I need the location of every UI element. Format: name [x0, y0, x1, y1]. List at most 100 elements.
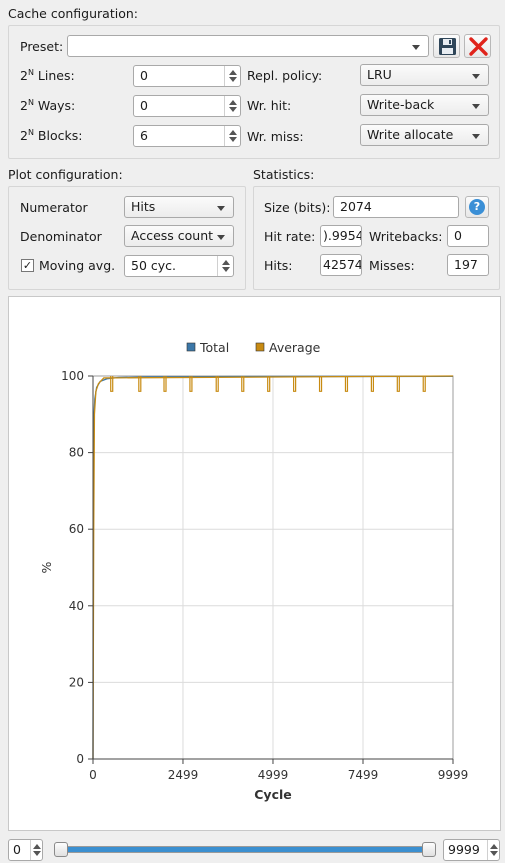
lines-spinbox[interactable]: 0 — [133, 65, 241, 87]
denominator-label: Denominator — [20, 229, 102, 244]
preset-select[interactable] — [67, 35, 429, 57]
repl-policy-label: Repl. policy: — [247, 68, 323, 83]
average-dip — [370, 376, 374, 392]
range-end-handle[interactable] — [422, 842, 436, 857]
pow-sup: N — [27, 68, 34, 77]
legend-swatch — [255, 342, 265, 352]
average-dip — [189, 376, 193, 392]
spin-arrows[interactable] — [487, 840, 499, 860]
x-tick-label: 9999 — [438, 768, 469, 782]
average-dip — [318, 376, 323, 392]
range-slider-fill — [62, 847, 430, 852]
range-start-handle[interactable] — [54, 842, 68, 857]
delete-preset-button[interactable] — [464, 34, 491, 58]
preset-label: Preset: — [20, 39, 64, 54]
y-tick-label: 20 — [69, 675, 84, 689]
denominator-select[interactable]: Access count — [124, 225, 234, 247]
writebacks-label: Writebacks: — [369, 229, 443, 244]
save-preset-button[interactable] — [433, 34, 460, 58]
moving-avg-checkbox[interactable]: ✓ — [21, 259, 34, 272]
blocks-label-text: Blocks: — [37, 128, 83, 144]
blocks-value: 6 — [140, 128, 148, 143]
chart-series — [92, 375, 454, 760]
writebacks-field[interactable]: 0 — [447, 225, 489, 247]
range-slider-track[interactable] — [54, 846, 436, 853]
average-dip — [215, 376, 219, 392]
x-tick-label: 7499 — [348, 768, 379, 782]
misses-field[interactable]: 197 — [447, 254, 489, 276]
legend-swatch — [186, 342, 196, 352]
plot-area: 0 2499 4999 7499 9999 0 20 40 60 80 100 Cycle% Tota… — [8, 296, 501, 831]
range-max-spinbox[interactable]: 9999 — [443, 839, 500, 861]
moving-avg-spinbox[interactable]: 50 cyc. — [124, 255, 234, 277]
spin-arrows[interactable] — [224, 126, 240, 146]
average-dip — [110, 376, 114, 392]
chevron-down-icon — [472, 134, 480, 139]
y-tick-label: 80 — [69, 446, 84, 460]
x-tick-label: 4999 — [258, 768, 289, 782]
chevron-down-icon — [217, 206, 225, 211]
numerator-value: Hits — [131, 199, 156, 214]
average-dip — [241, 376, 245, 392]
spin-arrows[interactable] — [224, 96, 240, 116]
denominator-value: Access count — [131, 228, 214, 243]
chevron-down-icon — [217, 235, 225, 240]
legend-label: Average — [269, 340, 321, 355]
help-button[interactable]: ? — [465, 196, 489, 218]
average-dip — [422, 376, 426, 392]
x-tick-label: 0 — [89, 768, 97, 782]
plot-config-title: Plot configuration: — [8, 167, 123, 182]
delete-icon — [469, 37, 488, 56]
moving-avg-value: 50 cyc. — [131, 258, 176, 273]
average-dip — [396, 376, 400, 392]
spin-arrows[interactable] — [217, 256, 233, 276]
pow-base: 2 — [20, 128, 28, 144]
misses-label: Misses: — [369, 258, 415, 273]
spin-arrows[interactable] — [30, 840, 42, 860]
repl-policy-value: LRU — [367, 67, 392, 82]
x-axis-label: Cycle — [254, 787, 292, 802]
wr-hit-select[interactable]: Write-back — [360, 94, 489, 116]
average-dip — [293, 376, 297, 392]
help-icon: ? — [469, 199, 485, 215]
spin-arrows[interactable] — [224, 66, 240, 86]
pow-sup: N — [27, 98, 34, 107]
chart-grid — [92, 375, 454, 760]
size-bits-label: Size (bits): — [264, 200, 331, 215]
lines-value: 0 — [140, 68, 148, 83]
chart-axes: 0 2499 4999 7499 9999 0 20 40 60 80 100 Cycle% — [39, 369, 468, 802]
numerator-select[interactable]: Hits — [124, 196, 234, 218]
blocks-spinbox[interactable]: 6 — [133, 125, 241, 147]
hit-rate-label: Hit rate: — [264, 229, 316, 244]
pow-base: 2 — [20, 68, 28, 84]
wr-hit-value: Write-back — [367, 97, 435, 112]
pow-base: 2 — [20, 98, 28, 114]
range-min-spinbox[interactable]: 0 — [8, 839, 43, 861]
average-dip — [163, 376, 167, 392]
wr-miss-select[interactable]: Write allocate — [360, 124, 489, 146]
ways-spinbox[interactable]: 0 — [133, 95, 241, 117]
ways-label: 2N Ways: — [20, 98, 75, 113]
series-average-line — [92, 375, 454, 760]
wr-miss-label: Wr. miss: — [247, 129, 304, 144]
hit-rate-field[interactable]: ).9954 — [320, 225, 362, 247]
average-dip — [267, 376, 271, 392]
blocks-label: 2N Blocks: — [20, 128, 82, 143]
size-bits-field[interactable]: 2074 — [333, 196, 459, 218]
pow-sup: N — [27, 128, 34, 137]
chevron-down-icon — [472, 74, 480, 79]
ways-label-text: Ways: — [37, 98, 76, 114]
y-tick-label: 40 — [69, 599, 84, 613]
y-axis-label: % — [39, 561, 54, 573]
hit-rate-chart: 0 2499 4999 7499 9999 0 20 40 60 80 100 Cycle% Tota… — [39, 340, 468, 802]
chart-legend: Total Average — [186, 340, 321, 355]
numerator-label: Numerator — [20, 200, 88, 215]
moving-avg-label: Moving avg. — [39, 258, 116, 273]
save-icon — [439, 38, 456, 55]
hits-field[interactable]: 42574 — [320, 254, 362, 276]
y-tick-label: 0 — [76, 752, 84, 766]
range-max-value: 9999 — [448, 842, 480, 857]
lines-label: 2N Lines: — [20, 68, 75, 83]
statistics-title: Statistics: — [253, 167, 315, 182]
repl-policy-select[interactable]: LRU — [360, 64, 489, 86]
